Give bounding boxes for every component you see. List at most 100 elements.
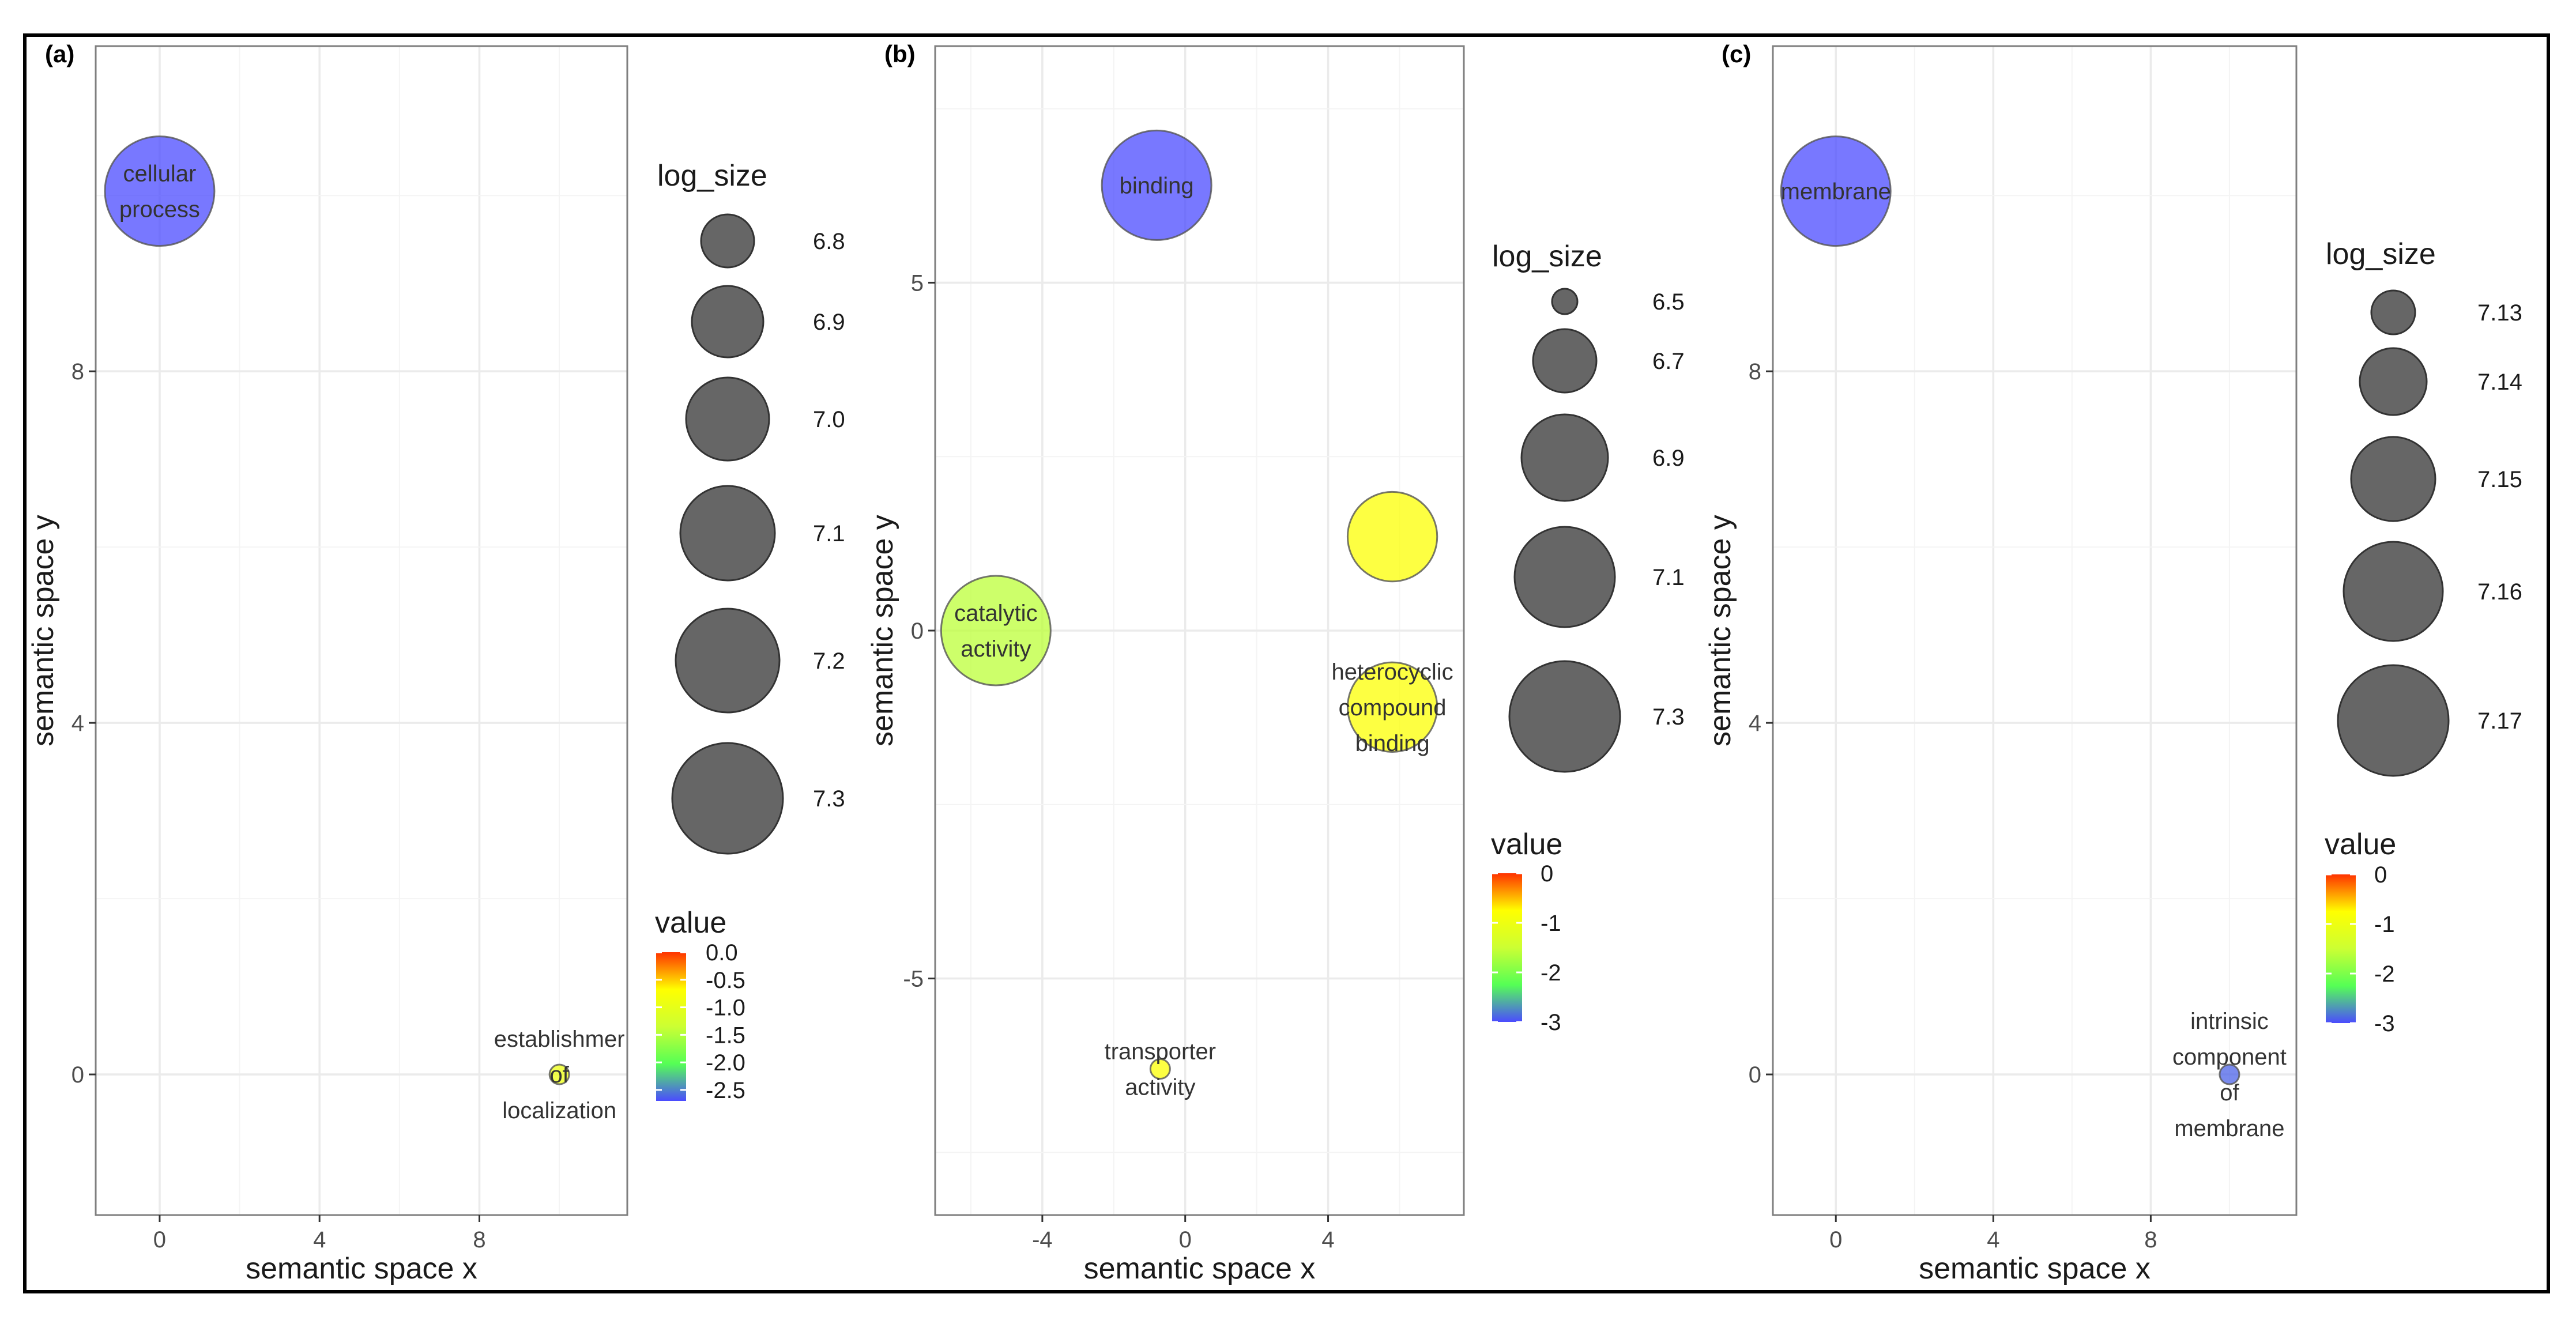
- size-legend-label: 6.5: [1652, 289, 1685, 315]
- bubble-unlabeled-binding: [1346, 491, 1438, 583]
- size-legend-key: [2337, 664, 2450, 777]
- size-legend-label: 7.17: [2477, 708, 2522, 734]
- x-axis-title: semantic space x: [246, 1252, 477, 1285]
- size-legend-label: 6.8: [813, 229, 845, 254]
- size-legend-label: 6.7: [1652, 349, 1685, 374]
- y-tick-label: 0: [1749, 1062, 1761, 1088]
- colorbar-label: 0.0: [706, 940, 738, 965]
- bubble-intrinsic-component-of-membrane: [2219, 1063, 2240, 1085]
- x-axis-title: semantic space x: [1919, 1252, 2151, 1285]
- y-tick-label: 0: [911, 618, 924, 644]
- bubble-label-heterocyclic-compound-binding: heterocyclic: [1331, 659, 1453, 685]
- colorbar-label: -1: [1541, 911, 1561, 936]
- bubble-label-catalytic-activity: activity: [961, 636, 1031, 662]
- color-legend-title: value: [2325, 828, 2396, 861]
- colorbar-label: -2: [2374, 961, 2395, 987]
- bubble-label-establishment-of-localization: localization: [502, 1098, 616, 1123]
- x-tick-label: 0: [1179, 1227, 1192, 1253]
- y-tick-label: -5: [903, 967, 924, 992]
- plot-border: [95, 45, 628, 1216]
- size-legend-key: [1508, 660, 1621, 773]
- bubble-label-transporter-activity: activity: [1125, 1075, 1195, 1100]
- bubble-binding: [1101, 129, 1212, 241]
- bubble-label-catalytic-activity: catalytic: [954, 601, 1038, 626]
- size-legend-label: 7.16: [2477, 579, 2522, 605]
- size-legend-key: [2370, 289, 2416, 335]
- x-tick-label: 0: [1829, 1227, 1842, 1253]
- colorbar: [656, 952, 686, 1101]
- x-tick-label: 4: [1987, 1227, 1999, 1253]
- size-legend-label: 7.1: [813, 521, 845, 546]
- bubble-label-heterocyclic-compound-binding: binding: [1355, 731, 1430, 756]
- colorbar-label: -2: [1541, 960, 1561, 986]
- size-legend-key: [1513, 526, 1616, 628]
- bubble-membrane: [1780, 135, 1892, 247]
- size-legend-label: 7.3: [813, 786, 845, 812]
- bubble-label-cellular-process: process: [119, 197, 200, 222]
- y-axis-title: semantic space y: [866, 515, 899, 746]
- size-legend-label: 7.13: [2477, 300, 2522, 326]
- bubble-label-heterocyclic-compound-binding: compound: [1339, 695, 1447, 721]
- size-legend-key: [2342, 541, 2444, 642]
- x-tick-label: 4: [1321, 1227, 1334, 1253]
- bubble-label-intrinsic-component-of-membrane: membrane: [2174, 1116, 2284, 1141]
- size-legend-title: log_size: [2326, 237, 2436, 271]
- bubble-catalytic-activity: [940, 575, 1052, 686]
- y-tick-label: 5: [911, 270, 924, 296]
- size-legend-key: [2359, 347, 2428, 416]
- size-legend-key: [685, 376, 770, 462]
- panel-tag: (a): [45, 40, 74, 67]
- y-axis-title: semantic space y: [27, 515, 60, 746]
- color-legend-title: value: [1491, 828, 1562, 861]
- panel-tag: (b): [884, 40, 916, 67]
- colorbar-label: -3: [1541, 1010, 1561, 1035]
- bubble-label-intrinsic-component-of-membrane: component: [2172, 1044, 2287, 1070]
- size-legend-title: log_size: [657, 159, 767, 193]
- x-tick-label: 8: [473, 1227, 485, 1253]
- bubble-establishment-of-localization: [548, 1063, 570, 1085]
- bubble-label-establishment-of-localization: of: [549, 1062, 569, 1088]
- size-legend-key: [1532, 328, 1598, 394]
- y-tick-label: 8: [71, 359, 84, 384]
- size-legend-key: [1520, 413, 1609, 502]
- bubble-label-cellular-process: cellular: [123, 161, 197, 187]
- colorbar-label: -1.5: [706, 1023, 745, 1048]
- bubble-label-membrane: membrane: [1781, 179, 1891, 205]
- size-legend-title: log_size: [1492, 240, 1602, 273]
- size-legend-label: 7.3: [1652, 704, 1685, 730]
- x-tick-label: 0: [153, 1227, 166, 1253]
- y-tick-label: 0: [71, 1062, 84, 1088]
- colorbar-label: -2.5: [706, 1078, 745, 1103]
- bubble-label-establishment-of-localization: establishmer: [494, 1027, 625, 1052]
- panel-1: (b) -4 0 4 -5 0 5 semantic space x semantic spac…: [866, 40, 1685, 1285]
- colorbar-label: -1: [2374, 912, 2395, 937]
- size-legend-key: [671, 742, 784, 855]
- y-tick-label: 4: [71, 711, 84, 736]
- colorbar-label: -1.0: [706, 995, 745, 1021]
- colorbar-label: -3: [2374, 1011, 2395, 1036]
- colorbar-label: 0: [2374, 862, 2387, 888]
- bubble-transporter-activity: [1149, 1058, 1171, 1080]
- size-legend-label: 6.9: [813, 310, 845, 335]
- colorbar: [2326, 874, 2356, 1023]
- bubble-heterocyclic-compound-binding: [1346, 661, 1438, 753]
- x-tick-label: -4: [1032, 1227, 1053, 1253]
- x-tick-label: 4: [313, 1227, 326, 1253]
- bubble-label-intrinsic-component-of-membrane: intrinsic: [2190, 1009, 2269, 1034]
- panel-tag: (c): [1722, 40, 1751, 67]
- colorbar-label: -0.5: [706, 968, 745, 993]
- size-legend-key: [691, 285, 764, 359]
- bubble-label-intrinsic-component-of-membrane: of: [2220, 1080, 2239, 1106]
- size-legend-label: 7.0: [813, 407, 845, 432]
- y-axis-title: semantic space y: [1704, 515, 1737, 746]
- size-legend-label: 7.14: [2477, 369, 2522, 395]
- size-legend-key: [2350, 436, 2436, 522]
- bubble-label-binding: binding: [1120, 173, 1194, 198]
- colorbar: [1492, 873, 1522, 1022]
- size-legend-label: 7.1: [1652, 565, 1685, 590]
- colorbar-label: -2.0: [706, 1050, 745, 1076]
- figure-frame: [23, 33, 2550, 1293]
